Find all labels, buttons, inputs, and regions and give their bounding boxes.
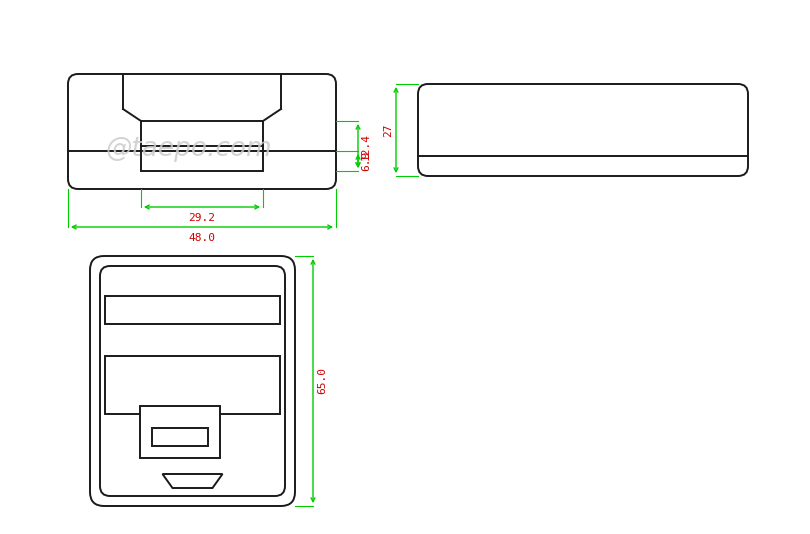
Text: 12.4: 12.4 (361, 132, 371, 160)
Polygon shape (163, 474, 223, 488)
Bar (105, 356, 280, 414)
Text: @taepo.com: @taepo.com (105, 136, 272, 162)
Bar (105, 296, 280, 324)
Bar (141, 121, 263, 171)
Text: 29.2: 29.2 (189, 213, 215, 223)
Text: 65.0: 65.0 (317, 367, 327, 395)
FancyBboxPatch shape (68, 74, 336, 189)
FancyBboxPatch shape (418, 84, 748, 176)
Text: 27: 27 (383, 123, 393, 137)
Bar (140, 406, 220, 458)
Bar (152, 428, 208, 446)
Text: 6.9: 6.9 (361, 151, 371, 171)
FancyBboxPatch shape (100, 266, 285, 496)
Text: 48.0: 48.0 (189, 233, 215, 243)
FancyBboxPatch shape (90, 256, 295, 506)
